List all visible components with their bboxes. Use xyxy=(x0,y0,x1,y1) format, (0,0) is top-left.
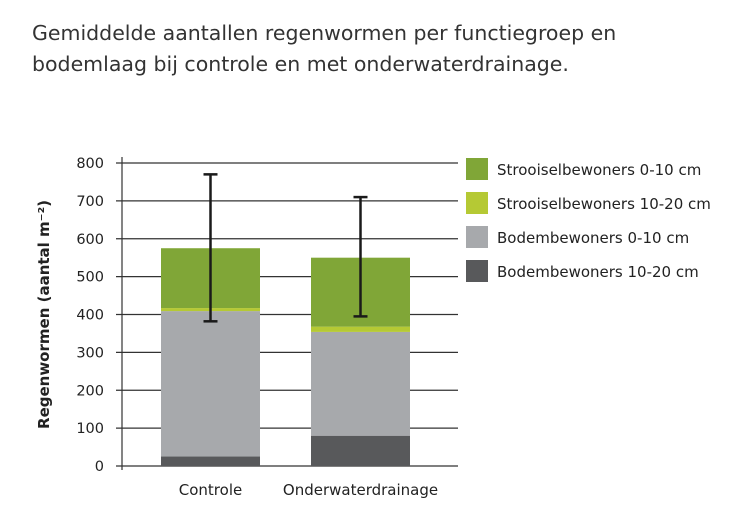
bar-segment xyxy=(161,311,260,457)
y-tick-label: 0 xyxy=(95,459,104,475)
x-category-label: Onderwaterdrainage xyxy=(283,481,438,499)
y-tick-label: 400 xyxy=(76,308,104,324)
y-tick-label: 700 xyxy=(76,194,104,210)
legend-label: Strooiselbewoners 0-10 cm xyxy=(497,161,701,179)
y-axis-label: Regenwormen (aantal m⁻²) xyxy=(35,200,53,429)
legend-swatch xyxy=(466,260,488,282)
legend-label: Bodembewoners 10-20 cm xyxy=(497,263,699,281)
legend-swatch xyxy=(466,226,488,248)
bar-segment xyxy=(161,456,260,466)
y-tick-label: 100 xyxy=(76,421,104,437)
bar-segment xyxy=(311,331,410,436)
y-tick-label: 600 xyxy=(76,232,104,248)
chart-title-line-1: Gemiddelde aantallen regenwormen per fun… xyxy=(32,21,617,45)
y-tick-label: 300 xyxy=(76,345,104,361)
legend-label: Strooiselbewoners 10-20 cm xyxy=(497,195,711,213)
legend-swatch xyxy=(466,192,488,214)
chart-title: Gemiddelde aantallen regenwormen per fun… xyxy=(32,18,692,80)
bar-segment xyxy=(311,326,410,332)
bar-segment xyxy=(311,435,410,466)
y-tick-label: 500 xyxy=(76,270,104,286)
legend-swatch xyxy=(466,158,488,180)
x-category-label: Controle xyxy=(179,481,242,499)
chart-title-line-2: bodemlaag bij controle en met onderwater… xyxy=(32,52,569,76)
y-tick-label: 200 xyxy=(76,383,104,399)
y-tick-label: 800 xyxy=(76,156,104,172)
legend-label: Bodembewoners 0-10 cm xyxy=(497,229,689,247)
